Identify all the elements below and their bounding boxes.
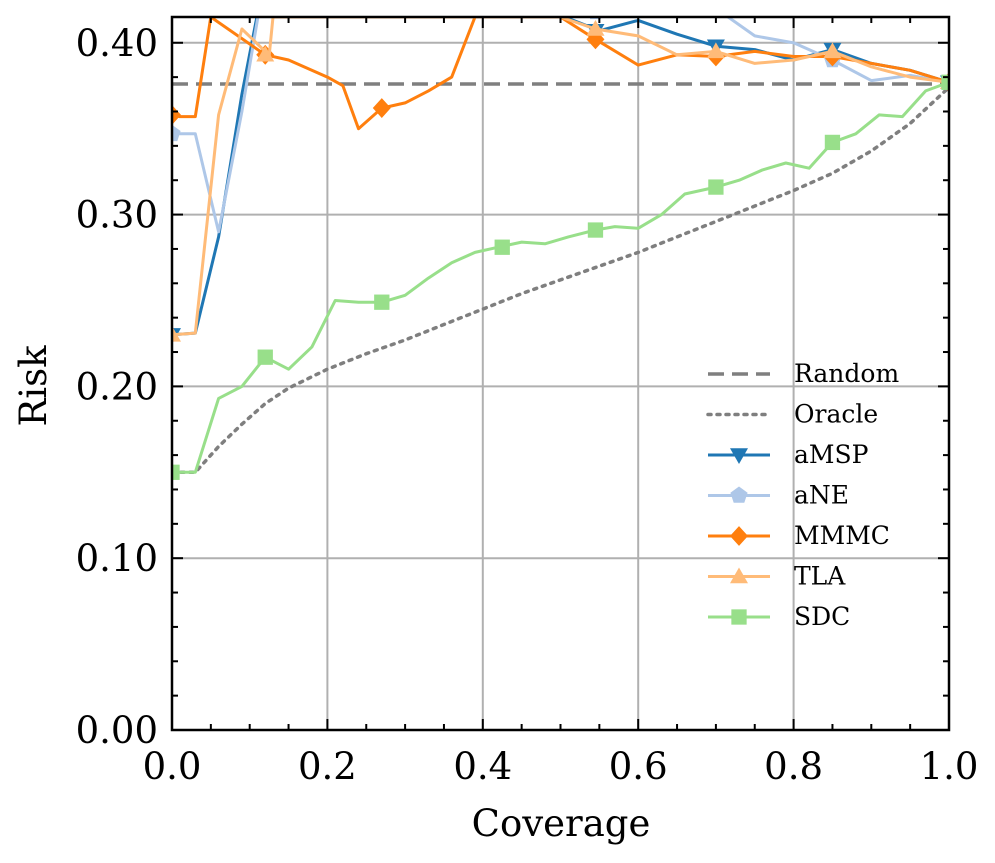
- legend-entry-random: Random: [708, 359, 899, 388]
- legend-label-sdc: SDC: [794, 602, 850, 631]
- point-tla-4: [823, 42, 842, 59]
- x-tick-label: 0.4: [453, 745, 512, 788]
- point-mmmc-0: [172, 105, 181, 125]
- series-tla: [172, 17, 949, 342]
- series-line-oracle: [172, 85, 949, 475]
- point-sdc-4: [587, 222, 604, 238]
- series-line-ane: [172, 17, 949, 234]
- point-sdc-1: [257, 349, 273, 365]
- legend: Random Oracle aMSP aNE MMMC TLA SDC: [706, 359, 899, 631]
- legend-entry-mmmc: MMMC: [708, 521, 890, 550]
- point-tla-1: [256, 45, 275, 62]
- x-tick-label: 1.0: [920, 745, 979, 788]
- legend-marker-amsp: [730, 448, 748, 464]
- point-tla-0: [172, 325, 181, 342]
- series-amsp: [172, 17, 949, 344]
- point-sdc-6: [824, 134, 841, 151]
- legend-label-tla: TLA: [794, 562, 846, 591]
- legend-entry-amsp: aMSP: [708, 440, 868, 469]
- x-tick-label: 0.0: [143, 745, 202, 788]
- legend-marker-ane: [730, 486, 748, 503]
- legend-entry-sdc: SDC: [708, 602, 850, 631]
- legend-entry-ane: aNE: [708, 481, 849, 510]
- point-sdc-3: [494, 239, 510, 255]
- y-tick-label: 0.00: [76, 709, 158, 752]
- x-tick-label: 0.8: [764, 745, 823, 788]
- legend-label-amsp: aMSP: [794, 440, 868, 469]
- legend-label-oracle: Oracle: [794, 400, 878, 429]
- tick-labels: 0.0 0.2 0.4 0.6 0.8 1.0 0.00 0.10 0.20 0.30 0.40: [76, 22, 979, 788]
- legend-entry-oracle: Oracle: [706, 400, 878, 429]
- y-tick-label: 0.40: [76, 22, 158, 65]
- point-ane-0: [172, 124, 181, 142]
- series-oracle: [172, 85, 949, 475]
- series-ane: [172, 0, 949, 234]
- point-tla-2: [586, 20, 605, 36]
- x-tick-label: 0.6: [609, 745, 668, 788]
- point-sdc-2: [374, 294, 390, 310]
- y-axis-label: Risk: [12, 345, 55, 427]
- legend-label-random: Random: [794, 359, 899, 388]
- legend-marker-mmmc: [730, 526, 748, 546]
- legend-entry-tla: TLA: [708, 562, 846, 591]
- point-sdc-5: [708, 179, 724, 195]
- x-axis-label: Coverage: [472, 802, 651, 845]
- x-tick-label: 0.2: [298, 745, 357, 788]
- legend-marker-sdc: [731, 609, 747, 625]
- point-sdc-7: [941, 74, 949, 90]
- axis-ticks: [171, 17, 950, 731]
- point-sdc-0: [172, 464, 180, 480]
- series-line-mmmc: [172, 17, 949, 131]
- series-sdc: [172, 74, 949, 480]
- grid-lines: [172, 17, 949, 730]
- legend-marker-tla: [730, 567, 748, 584]
- series-line-sdc: [172, 80, 949, 474]
- legend-label-ane: aNE: [794, 481, 849, 510]
- series-mmmc: [172, 17, 949, 131]
- point-ane-2: [707, 0, 724, 16]
- y-tick-label: 0.30: [76, 194, 158, 237]
- y-tick-label: 0.20: [76, 365, 158, 408]
- y-tick-label: 0.10: [76, 537, 158, 580]
- point-tla-3: [706, 42, 725, 59]
- point-mmmc-2: [372, 98, 391, 118]
- legend-label-mmmc: MMMC: [794, 521, 890, 550]
